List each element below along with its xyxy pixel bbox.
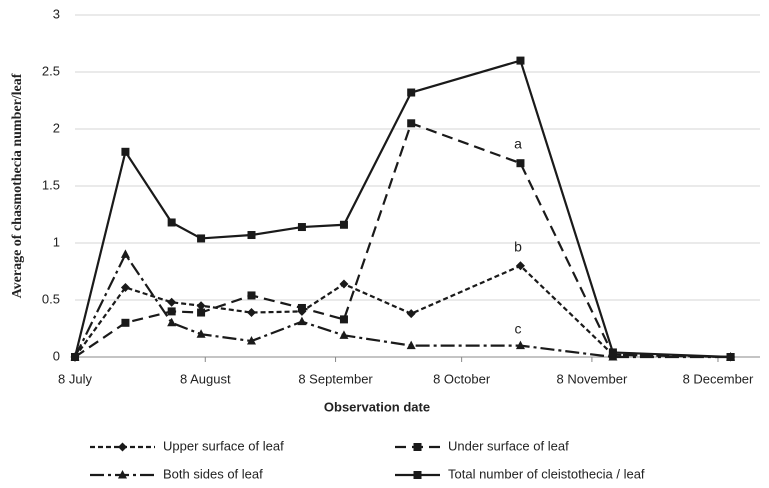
legend-marker (118, 470, 127, 479)
marker (339, 330, 349, 339)
x-tick-label: 8 October (433, 371, 491, 386)
legend-label: Both sides of leaf (163, 466, 263, 481)
marker (121, 147, 130, 156)
marker (197, 234, 206, 243)
marker (407, 88, 416, 97)
marker (406, 340, 416, 350)
legend-marker (118, 442, 127, 452)
y-tick-label: 1.5 (42, 177, 60, 192)
marker (120, 282, 130, 292)
y-tick-label: 2.5 (42, 63, 60, 78)
y-tick-label: 0.5 (42, 291, 60, 306)
marker (167, 317, 177, 327)
x-axis-title: Observation date (324, 399, 430, 414)
y-tick-label: 2 (53, 120, 60, 135)
marker (121, 318, 130, 327)
series-line (74, 252, 731, 359)
legend-label: Under surface of leaf (448, 438, 569, 453)
marker (197, 308, 206, 317)
x-tick-label: 8 December (683, 371, 754, 386)
legend-label: Upper surface of leaf (163, 438, 284, 453)
y-axis-title: Average of chasmothecia number/leaf (10, 73, 25, 298)
marker (167, 307, 176, 316)
marker (407, 119, 416, 128)
x-tick-label: 8 July (58, 371, 92, 386)
annotation: c (515, 321, 522, 337)
marker (339, 220, 348, 229)
marker (167, 297, 177, 307)
x-tick-label: 8 September (298, 371, 373, 386)
marker (196, 301, 206, 311)
marker (297, 316, 307, 326)
marker (247, 291, 256, 300)
legend-marker (413, 443, 422, 451)
x-tick-label: 8 November (556, 371, 627, 386)
y-tick-label: 1 (53, 234, 60, 249)
marker (608, 348, 617, 357)
marker (297, 303, 306, 312)
x-tick-label: 8 August (180, 371, 231, 386)
marker (515, 261, 525, 271)
marker (167, 218, 176, 227)
marker (71, 353, 79, 361)
marker (406, 309, 416, 319)
marker (247, 308, 257, 318)
marker (726, 353, 735, 361)
marker (516, 56, 525, 65)
marker (339, 315, 348, 324)
marker (247, 336, 257, 345)
legend-marker (413, 471, 422, 479)
marker (196, 329, 206, 338)
annotation: a (514, 136, 522, 152)
y-tick-label: 0 (53, 348, 60, 363)
marker (515, 340, 525, 350)
marker (247, 231, 256, 240)
marker (120, 249, 130, 258)
marker (297, 223, 306, 232)
marker (516, 159, 525, 168)
marker (339, 279, 349, 289)
annotation: b (514, 239, 522, 255)
legend-label: Total number of cleistothecia / leaf (448, 466, 645, 481)
y-tick-label: 3 (53, 6, 60, 21)
